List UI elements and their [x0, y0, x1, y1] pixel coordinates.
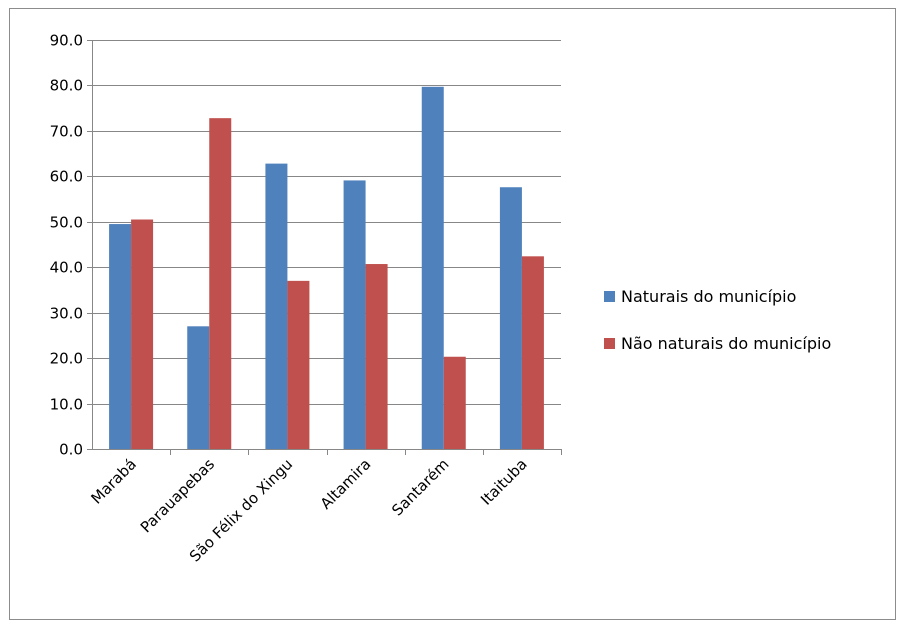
bar-naturais: [265, 163, 288, 449]
y-tick-label: 0.0: [59, 441, 83, 459]
bars: [109, 86, 544, 450]
legend-swatch: [604, 291, 615, 302]
y-tick-label: 20.0: [50, 350, 83, 368]
x-tick-label: Parauapebas: [137, 455, 218, 536]
bar-naturais: [499, 187, 522, 450]
y-tick-label: 60.0: [50, 168, 83, 186]
bar-nao-naturais: [443, 356, 466, 449]
bar-naturais: [421, 86, 444, 450]
y-tick-label: 50.0: [50, 214, 83, 232]
y-tick-label: 10.0: [50, 396, 83, 414]
y-tick-label: 30.0: [50, 305, 83, 323]
gridlines: [92, 40, 561, 405]
bar-naturais: [187, 326, 210, 449]
y-tick-label: 90.0: [50, 32, 83, 50]
x-tick-label: Altamira: [317, 455, 375, 513]
bar-nao-naturais: [521, 256, 544, 449]
bar-nao-naturais: [131, 219, 154, 449]
y-axis-ticks: 0.0 10.0 20.0 30.0 40.0 50.0 60.0 70.0 80.0 90.0: [50, 32, 92, 459]
x-tick-label: Itaituba: [477, 455, 531, 509]
bar-nao-naturais: [287, 280, 310, 449]
x-tick-label: Santarém: [388, 455, 452, 519]
bar-naturais: [109, 224, 132, 449]
legend-label: Não naturais do município: [621, 334, 831, 353]
legend: Naturais do município Não naturais do mun…: [604, 287, 831, 353]
bar-nao-naturais: [209, 118, 232, 450]
y-tick-label: 70.0: [50, 123, 83, 141]
bar-naturais: [343, 180, 366, 449]
x-tick-label: Marabá: [87, 455, 139, 507]
legend-label: Naturais do município: [621, 287, 796, 306]
legend-swatch: [604, 338, 615, 349]
y-tick-label: 40.0: [50, 259, 83, 277]
bar-nao-naturais: [365, 264, 388, 449]
y-tick-label: 80.0: [50, 77, 83, 95]
axes: [92, 40, 561, 450]
